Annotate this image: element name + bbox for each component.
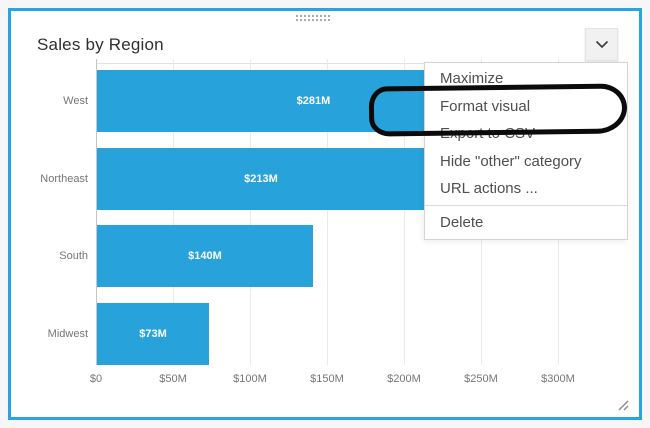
x-axis-tick-label: $200M (387, 373, 421, 385)
menu-item-export-to-csv[interactable]: Export to CSV (440, 125, 536, 143)
menu-item-format-visual[interactable]: Format visual (440, 97, 531, 115)
visual-card: Sales by Region $0 $50M $100M $150M $200M $25… (8, 8, 642, 420)
x-axis-tick-label: $250M (464, 373, 498, 385)
gridline (250, 59, 251, 365)
bar-value-label: $73M (139, 328, 167, 340)
x-axis-tick-label: $300M (541, 373, 575, 385)
bar-value-label: $281M (296, 95, 331, 107)
resize-handle[interactable] (615, 397, 631, 413)
menu-item-maximize[interactable]: Maximize (440, 70, 504, 88)
gridline (404, 59, 405, 365)
chevron-down-icon (595, 40, 609, 49)
drag-grip-dots-icon[interactable] (295, 14, 330, 22)
visual-options-button[interactable] (585, 28, 618, 61)
category-label: West (63, 95, 88, 107)
x-axis-tick-label: $150M (310, 373, 344, 385)
bar-northeast[interactable]: $213M (97, 148, 425, 210)
gridline (173, 59, 174, 365)
y-axis-line (96, 59, 97, 365)
menu-item-url-actions[interactable]: URL actions ... (440, 180, 538, 198)
category-label: Midwest (47, 328, 88, 340)
x-axis-tick-label: $100M (233, 373, 267, 385)
menu-item-hide-other-category[interactable]: Hide "other" category (440, 152, 582, 170)
x-axis-tick-label: $0 (89, 373, 103, 385)
visual-title: Sales by Region (37, 35, 164, 54)
context-menu: Maximize Format visual Export to CSV Hide "… (424, 62, 628, 240)
menu-separator (425, 204, 627, 206)
resize-grip-icon (616, 398, 630, 412)
bar-south[interactable]: $140M (97, 225, 313, 287)
bar-value-label: $140M (188, 250, 222, 262)
plot-top-border (96, 63, 583, 64)
bar-midwest[interactable]: $73M (97, 303, 209, 365)
menu-item-delete[interactable]: Delete (440, 213, 484, 231)
bar-value-label: $213M (244, 173, 278, 185)
gridline (327, 59, 328, 365)
category-label: South (59, 250, 88, 262)
category-label: Northeast (40, 173, 88, 185)
x-axis-tick-label: $50M (159, 373, 187, 385)
